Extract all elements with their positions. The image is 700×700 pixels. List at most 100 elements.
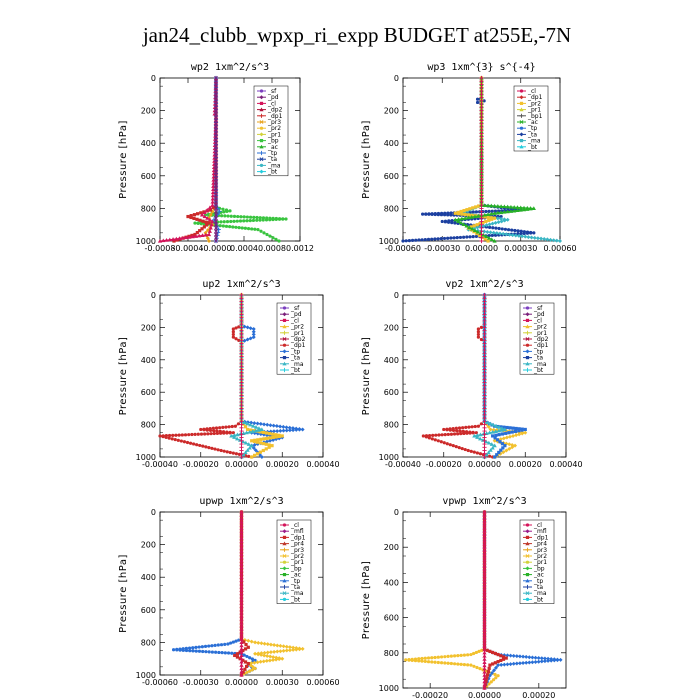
series-line xyxy=(159,295,252,458)
legend-label: _ma xyxy=(290,590,304,597)
data-point xyxy=(499,219,504,224)
data-point xyxy=(476,213,481,218)
data-point xyxy=(252,215,256,219)
legend-marker xyxy=(282,560,287,564)
y-tick-label: 400 xyxy=(384,139,399,148)
data-point xyxy=(239,633,244,638)
data-point xyxy=(420,656,424,661)
data-point xyxy=(485,229,490,234)
data-point xyxy=(471,206,475,210)
data-point xyxy=(525,231,530,235)
data-point xyxy=(215,431,220,436)
data-point xyxy=(487,218,491,222)
data-point xyxy=(443,213,447,217)
data-point xyxy=(510,445,515,450)
data-point xyxy=(239,215,243,219)
data-point xyxy=(521,207,527,212)
data-point xyxy=(497,433,501,437)
data-point xyxy=(506,228,511,232)
data-point xyxy=(207,217,212,222)
data-point xyxy=(454,426,458,430)
data-point xyxy=(265,650,270,655)
legend-marker xyxy=(519,120,524,124)
data-point xyxy=(214,177,218,181)
data-point xyxy=(490,217,494,221)
y-tick-label: 600 xyxy=(384,172,399,181)
data-point xyxy=(221,207,225,211)
data-point xyxy=(275,643,280,648)
data-point xyxy=(421,212,425,216)
data-point xyxy=(268,423,273,428)
data-point xyxy=(527,660,532,665)
data-point xyxy=(463,212,467,217)
data-point xyxy=(209,222,214,227)
x-tick-label: 0.00000 xyxy=(468,460,501,469)
data-point xyxy=(242,215,246,219)
data-point xyxy=(278,428,283,433)
data-point xyxy=(453,662,457,666)
data-point xyxy=(239,653,244,658)
data-point xyxy=(209,432,213,436)
data-point xyxy=(255,440,260,444)
data-point xyxy=(246,645,250,649)
data-point xyxy=(214,196,218,201)
data-point xyxy=(524,660,529,665)
data-point xyxy=(231,225,235,229)
data-point xyxy=(262,641,267,646)
data-point xyxy=(478,436,483,441)
data-point xyxy=(512,205,517,209)
data-point xyxy=(195,217,199,221)
data-point xyxy=(274,433,278,437)
data-point xyxy=(267,658,272,663)
data-point xyxy=(176,438,180,442)
data-point xyxy=(452,236,456,240)
data-point xyxy=(519,229,523,233)
data-point xyxy=(265,436,269,440)
data-point xyxy=(482,212,487,217)
legend: _sf_pd_cl_pr2_pr1_dp2_dp1_tp_ta_ma_bt xyxy=(276,302,312,375)
data-point xyxy=(228,209,232,213)
data-point xyxy=(249,428,253,432)
data-point xyxy=(497,450,501,455)
data-point xyxy=(239,581,244,586)
data-point xyxy=(486,450,491,455)
data-point xyxy=(466,448,470,453)
data-point xyxy=(453,654,457,658)
y-tick-label: 600 xyxy=(141,606,156,615)
y-tick-label: 1000 xyxy=(379,453,399,462)
data-point xyxy=(251,327,256,332)
data-point xyxy=(478,452,483,456)
series-cl xyxy=(479,75,484,244)
x-tick-label: -0.00040 xyxy=(142,460,178,469)
data-point xyxy=(492,238,497,243)
data-point xyxy=(235,652,240,656)
legend-label: _pd xyxy=(533,311,545,318)
y-tick-label: 200 xyxy=(384,323,399,332)
data-point xyxy=(491,230,496,235)
x-tick-label: 0.00000 xyxy=(225,678,258,687)
data-point xyxy=(258,659,263,664)
legend-marker xyxy=(282,318,287,322)
data-point xyxy=(214,426,219,430)
data-point xyxy=(472,664,476,668)
data-point xyxy=(280,434,284,438)
data-point xyxy=(214,151,218,155)
data-point xyxy=(452,432,457,436)
data-point xyxy=(482,557,487,562)
data-point xyxy=(457,426,462,430)
data-point xyxy=(225,450,229,454)
data-point xyxy=(465,208,469,212)
data-point xyxy=(192,213,196,217)
data-point xyxy=(469,663,473,667)
data-point xyxy=(484,452,489,457)
data-point xyxy=(440,433,444,437)
data-point xyxy=(499,210,504,215)
data-point xyxy=(482,454,487,460)
legend-label: _ma xyxy=(527,138,541,145)
data-point xyxy=(510,233,515,238)
data-point xyxy=(265,232,269,237)
data-point xyxy=(475,433,480,437)
legend: _cl_mfl_dp1_pr4_pr3_pr2_pr1_bp_ac_tp_ta_… xyxy=(519,519,555,604)
legend-label: _cl xyxy=(527,88,536,95)
data-point xyxy=(239,591,244,596)
